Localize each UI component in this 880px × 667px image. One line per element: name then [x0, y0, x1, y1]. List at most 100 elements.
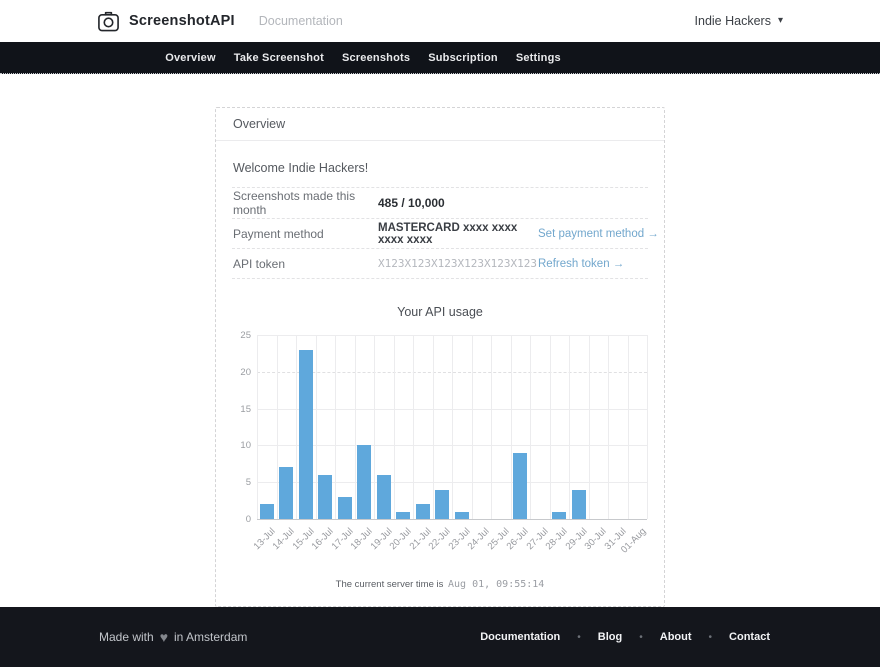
gridline-v — [296, 335, 297, 519]
row-label: Screenshots made this month — [233, 189, 356, 217]
x-axis-tick-28-jul: 28-Jul — [543, 526, 571, 553]
footer-link-about[interactable]: About — [659, 631, 692, 643]
gridline-v — [530, 335, 531, 519]
footer: Made with ♥ in Amsterdam Documentation • B… — [0, 607, 880, 667]
row-value: X123X123X123X123X123X123 — [378, 257, 537, 270]
server-time-value: Aug 01, 09:55:14 — [448, 579, 545, 590]
footer-tagline: Made with ♥ in Amsterdam — [99, 630, 247, 644]
x-axis-tick-26-jul: 26-Jul — [504, 526, 532, 553]
welcome-text: Welcome Indie Hackers! — [233, 161, 369, 175]
set-payment-method-link[interactable]: Set payment method → — [538, 227, 659, 240]
bar-15-jul — [298, 349, 313, 519]
bar-16-jul — [318, 474, 333, 519]
nav-item-overview[interactable]: Overview — [165, 51, 216, 64]
row-label: API token — [233, 256, 286, 271]
row-value: 485 / 10,000 — [378, 196, 445, 210]
account-name: Indie Hackers — [694, 14, 771, 28]
info-row-api-token: API token X123X123X123X123X123X123 Refresh… — [232, 248, 648, 278]
bar-26-jul — [513, 452, 528, 519]
nav-item-settings[interactable]: Settings — [515, 51, 561, 64]
gridline-v — [374, 335, 375, 519]
camera-icon — [97, 10, 120, 33]
gridline-v — [452, 335, 453, 519]
logo[interactable]: ScreenshotAPI — [97, 10, 235, 33]
bar-23-jul — [454, 511, 469, 519]
gridline-v — [549, 335, 551, 519]
row-label: Payment method — [233, 226, 324, 241]
gridline-v — [393, 335, 395, 519]
y-axis-tick-15: 15 — [240, 403, 251, 415]
x-axis-line — [257, 519, 647, 520]
x-axis-tick-24-jul: 24-Jul — [465, 526, 493, 553]
bar-14-jul — [279, 467, 294, 519]
logo-text: ScreenshotAPI — [129, 13, 235, 29]
x-axis-tick-22-jul: 22-Jul — [426, 526, 454, 553]
footer-link-contact[interactable]: Contact — [729, 631, 770, 643]
heart-icon: ♥ — [159, 629, 169, 645]
nav-item-screenshots[interactable]: Screenshots — [341, 51, 411, 64]
bar-13-jul — [259, 504, 274, 519]
bar-18-jul — [357, 445, 372, 519]
bullet-separator: • — [577, 631, 581, 643]
documentation-link[interactable]: Documentation — [258, 14, 343, 28]
y-axis-tick-5: 5 — [245, 477, 251, 489]
gridline-v — [627, 335, 629, 519]
server-time: The current server time is Aug 01, 09:55… — [232, 579, 648, 590]
row-value: MASTERCARD xxxx xxxx xxxx xxxx — [378, 221, 518, 246]
gridline-v — [569, 335, 570, 519]
footer-link-documentation[interactable]: Documentation — [480, 631, 561, 643]
refresh-token-link[interactable]: Refresh token → — [538, 257, 625, 270]
y-axis-tick-20: 20 — [240, 366, 251, 378]
info-row-screenshots-made-this-month: Screenshots made this month 485 / 10,000 — [232, 188, 648, 218]
bar-21-jul — [415, 504, 430, 519]
info-table: Screenshots made this month 485 / 10,000 P… — [232, 187, 659, 279]
x-axis-tick-18-jul: 18-Jul — [348, 526, 376, 553]
made-with-text: Made with — [99, 630, 154, 644]
gridline-v — [608, 335, 609, 519]
gridline-v — [276, 335, 278, 519]
gridline-v — [510, 335, 512, 519]
footer-link-blog[interactable]: Blog — [597, 631, 623, 643]
footer-links: Documentation • Blog • About • Contact — [480, 631, 770, 643]
gridline-v — [647, 335, 648, 519]
overview-card: Overview Welcome Indie Hackers! Screensh… — [215, 107, 665, 607]
gridline-v — [354, 335, 356, 519]
gridline-v — [432, 335, 434, 519]
nav-item-subscription[interactable]: Subscription — [428, 51, 498, 64]
gridline-v — [335, 335, 336, 519]
nav-items: Overview Take Screenshot Screenshots Subscr… — [165, 52, 561, 64]
chart-section: Your API usage 0 5 10 15 20 25 13-Jul 14-Jul 15-… — [232, 305, 648, 590]
bar-28-jul — [552, 511, 567, 519]
bar-17-jul — [337, 496, 352, 519]
gridline-v — [413, 335, 414, 519]
x-axis-tick-30-jul: 30-Jul — [582, 526, 610, 553]
y-axis-tick-10: 10 — [240, 440, 251, 452]
bullet-separator: • — [639, 631, 643, 643]
chevron-down-icon: ▾ — [777, 15, 783, 26]
gridline-v — [471, 335, 473, 519]
main-nav: Overview Take Screenshot Screenshots Subscr… — [0, 42, 880, 74]
bullet-separator: • — [708, 631, 713, 643]
chart-title: Your API usage — [397, 305, 483, 319]
card-title: Overview — [216, 108, 664, 141]
x-axis-tick-14-jul: 14-Jul — [270, 526, 298, 553]
gridline-v — [491, 335, 492, 519]
gridline-v — [315, 335, 317, 519]
x-axis-tick-16-jul: 16-Jul — [309, 526, 337, 553]
y-axis-tick-25: 25 — [240, 330, 251, 341]
info-row-payment-method: Payment method MASTERCARD xxxx xxxx xxxx … — [232, 218, 659, 248]
top-header: ScreenshotAPI Documentation Indie Hacker… — [0, 0, 880, 42]
nav-item-take-screenshot[interactable]: Take Screenshot — [233, 51, 324, 64]
api-usage-chart: 0 5 10 15 20 25 13-Jul 14-Jul 15-Jul 16-Jul 17-Jul… — [233, 327, 648, 563]
bar-19-jul — [376, 474, 391, 519]
bar-29-jul — [571, 489, 586, 519]
x-axis-tick-20-jul: 20-Jul — [387, 526, 415, 553]
main-content: Overview Welcome Indie Hackers! Screensh… — [0, 74, 880, 607]
y-axis-tick-0: 0 — [245, 514, 251, 525]
location-text: in Amsterdam — [174, 630, 248, 644]
bar-20-jul — [396, 511, 411, 519]
gridline-v — [257, 335, 258, 519]
account-menu[interactable]: Indie Hackers ▾ — [695, 14, 783, 28]
server-time-prefix: The current server time is — [335, 579, 444, 590]
